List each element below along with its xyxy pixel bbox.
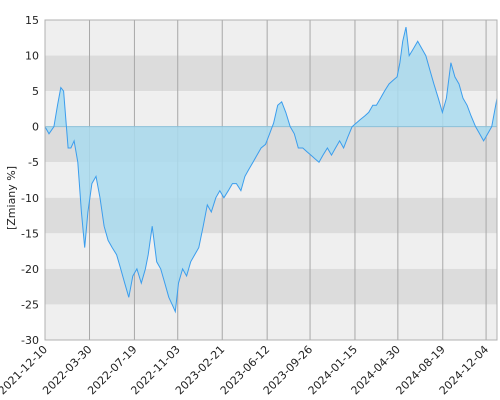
series-area: [45, 27, 497, 312]
y-axis-ticks: 15 10 5 0 -5 -10 -15 -20 -25 -30: [21, 14, 39, 347]
series-line: [44, 26, 498, 314]
y-tick-label: -10: [21, 192, 39, 205]
y-tick-label: -15: [21, 227, 39, 240]
y-tick-label: 0: [32, 121, 39, 134]
y-tick-label: 10: [25, 50, 39, 63]
band-0: [45, 20, 497, 56]
x-axis-ticks: 2021-12-102022-03-302022-07-192022-11-03…: [0, 343, 491, 397]
y-tick-label: -5: [28, 156, 39, 169]
band-8: [45, 304, 497, 340]
band-7: [45, 268, 497, 305]
y-tick-label: 15: [25, 14, 39, 27]
y-tick-label: -30: [21, 334, 39, 347]
plot-frame: [44, 19, 498, 341]
y-axis-label: [Zmiany %]: [5, 166, 18, 230]
y-tick-label: -20: [21, 263, 39, 276]
y-tick-label: -25: [21, 298, 39, 311]
y-tick-label: 5: [32, 85, 39, 98]
